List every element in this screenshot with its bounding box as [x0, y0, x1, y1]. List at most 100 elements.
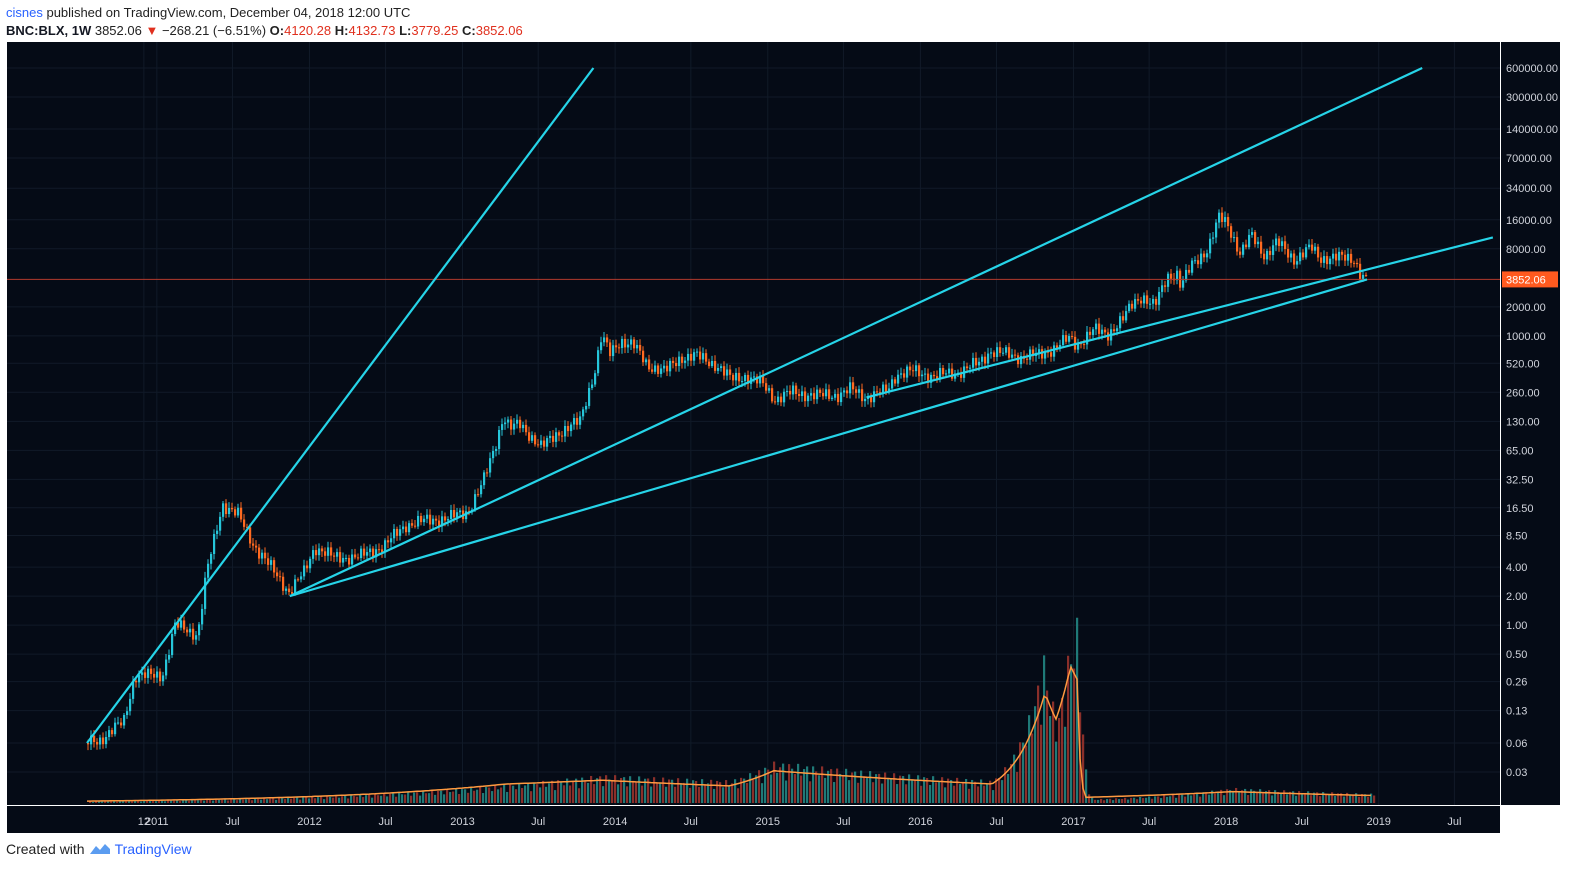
volume-bar — [983, 785, 986, 803]
volume-bar — [302, 797, 305, 803]
tradingview-brand-link[interactable]: TradingView — [114, 841, 192, 857]
volume-bar — [1325, 793, 1328, 803]
volume-bar — [746, 782, 749, 803]
candle-body — [669, 360, 672, 372]
candle-body — [222, 503, 225, 517]
candle-body — [681, 356, 684, 363]
volume-bar — [902, 776, 905, 803]
author-link[interactable]: cisnes — [6, 5, 43, 20]
volume-bar — [299, 799, 302, 803]
volume-bar — [539, 787, 542, 803]
volume-bar — [1193, 794, 1196, 803]
created-with-text: Created with — [6, 841, 85, 857]
x-tick-label: 2017 — [1061, 816, 1085, 828]
volume-bar — [590, 775, 593, 803]
candle-body — [1209, 238, 1212, 254]
volume-bar — [1238, 792, 1241, 803]
volume-bar — [1328, 794, 1331, 803]
volume-bar — [440, 790, 443, 803]
candle-body — [729, 369, 732, 375]
x-tick-label: Jul — [836, 816, 850, 828]
volume-bar — [809, 781, 812, 803]
chart-frame[interactable]: 600000.00 300000.00 140000.00 70000.00 34000… — [7, 42, 1560, 833]
y-tick-label: 16000.00 — [1506, 215, 1552, 227]
candle-body — [1233, 237, 1236, 239]
volume-bar — [839, 773, 842, 803]
volume-bar — [1022, 742, 1025, 803]
volume-bar — [107, 801, 110, 803]
trendline[interactable] — [866, 236, 1494, 399]
volume-bar — [575, 778, 578, 803]
candle-body — [246, 526, 249, 528]
candle-body — [1140, 300, 1143, 304]
candle-body — [1065, 335, 1068, 342]
trendline[interactable] — [86, 67, 595, 744]
y-tick-label: 34000.00 — [1506, 183, 1552, 195]
volume-bar — [521, 788, 524, 803]
volume-bar — [1265, 791, 1268, 803]
candle-body — [186, 629, 189, 633]
volume-bar — [1340, 793, 1343, 803]
candle-body — [393, 528, 396, 539]
time-axis-panel[interactable] — [7, 806, 1500, 833]
volume-bar — [731, 783, 734, 803]
candle-body — [216, 530, 219, 534]
volume-bar — [899, 775, 902, 803]
y-tick-label: 2.00 — [1506, 591, 1527, 603]
candle-body — [1275, 238, 1278, 246]
volume-bar — [500, 787, 503, 803]
y-tick-label: 1000.00 — [1506, 331, 1546, 343]
candle-body — [636, 344, 639, 349]
volume-bar — [308, 798, 311, 803]
volume-bar — [1073, 668, 1076, 803]
volume-bar — [254, 798, 257, 803]
volume-bar — [713, 788, 716, 803]
volume-bar — [743, 778, 746, 803]
candle-body — [1284, 241, 1287, 250]
trendline[interactable] — [289, 278, 1368, 598]
candle-body — [834, 393, 837, 398]
trendline[interactable] — [289, 67, 1423, 598]
volume-bar — [629, 776, 632, 803]
volume-bar — [833, 782, 836, 803]
candle-body — [237, 507, 240, 516]
price-axis-panel[interactable] — [1501, 42, 1560, 805]
volume-bar — [773, 761, 776, 803]
y-tick-label: 0.03 — [1506, 767, 1527, 779]
candle-body — [711, 361, 714, 367]
plot-area[interactable] — [7, 42, 1500, 805]
candle-body — [690, 353, 693, 361]
volume-bar — [1010, 764, 1013, 803]
x-tick-label: 2014 — [603, 816, 627, 828]
candle-body — [1041, 349, 1044, 359]
volume-bar — [941, 777, 944, 803]
candle-body — [549, 435, 552, 439]
volume-bar — [971, 779, 974, 803]
volume-bar — [668, 779, 671, 803]
candle-body — [114, 722, 117, 735]
candle-body — [225, 503, 228, 515]
volume-bar — [1133, 797, 1136, 803]
candle-body — [1119, 316, 1122, 329]
candle-body — [1251, 232, 1254, 235]
volume-bar — [209, 799, 212, 803]
candle-body — [1206, 253, 1209, 258]
candle-body — [405, 526, 408, 533]
volume-bar — [704, 784, 707, 803]
candle-body — [99, 737, 102, 745]
volume-bar — [1199, 796, 1202, 803]
volume-bar — [140, 801, 143, 803]
candle-body — [96, 741, 99, 745]
volume-bar — [845, 768, 848, 803]
candle-body — [426, 514, 429, 519]
candle-body — [594, 373, 597, 385]
volume-bar — [413, 792, 416, 803]
price-chart[interactable]: 600000.00 300000.00 140000.00 70000.00 34000… — [7, 42, 1560, 833]
volume-bar — [1121, 798, 1124, 803]
candle-body — [525, 424, 528, 433]
candle-body — [936, 376, 939, 379]
y-tick-label: 260.00 — [1506, 387, 1540, 399]
volume-bar — [119, 800, 122, 803]
candle-body — [585, 405, 588, 410]
candle-body — [591, 384, 594, 389]
